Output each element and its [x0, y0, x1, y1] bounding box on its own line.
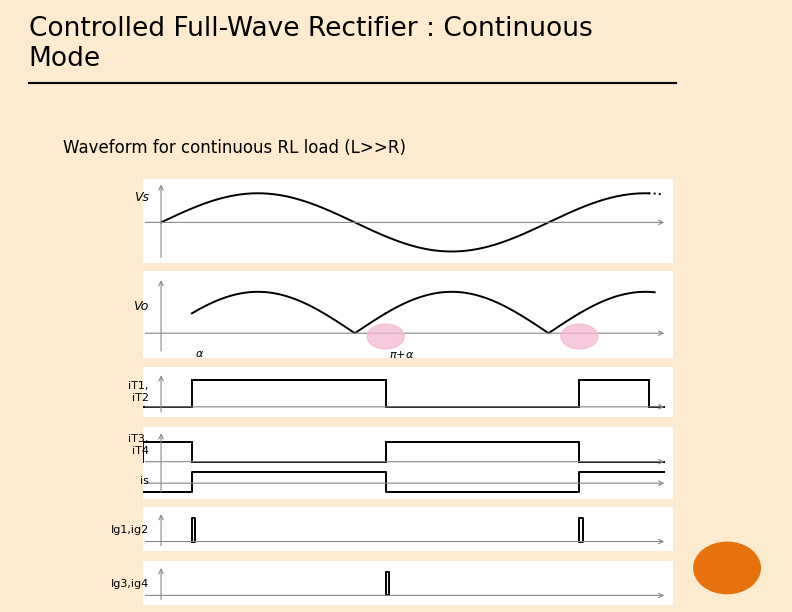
Text: Vo: Vo [133, 300, 149, 313]
Text: iT3,
iT4: iT3, iT4 [128, 435, 149, 456]
Text: Vs: Vs [134, 191, 149, 204]
Text: is: is [140, 476, 149, 486]
Text: iT1,
iT2: iT1, iT2 [128, 381, 149, 403]
Text: $\alpha$: $\alpha$ [195, 349, 204, 359]
Text: $\pi$+$\alpha$: $\pi$+$\alpha$ [389, 349, 414, 360]
Text: Waveform for continuous RL load (L>>R): Waveform for continuous RL load (L>>R) [63, 139, 406, 157]
Text: Ig1,ig2: Ig1,ig2 [110, 525, 149, 535]
Text: Controlled Full-Wave Rectifier : Continuous
Mode: Controlled Full-Wave Rectifier : Continu… [29, 16, 592, 72]
Text: Ig3,ig4: Ig3,ig4 [110, 579, 149, 589]
Circle shape [561, 324, 598, 349]
Circle shape [367, 324, 404, 349]
